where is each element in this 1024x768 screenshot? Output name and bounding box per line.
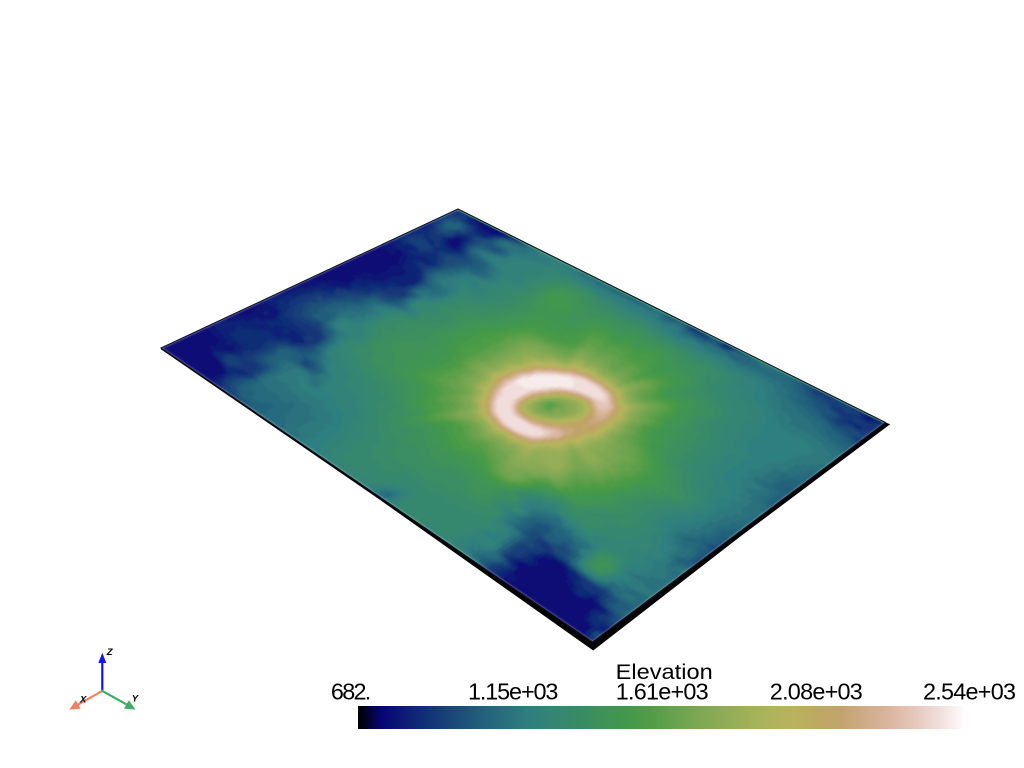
svg-text:682.: 682. bbox=[331, 679, 371, 705]
svg-text:Y: Y bbox=[132, 694, 140, 705]
svg-text:1.15e+03: 1.15e+03 bbox=[468, 679, 558, 705]
svg-text:1.61e+03: 1.61e+03 bbox=[616, 679, 709, 705]
svg-text:Elevation: Elevation bbox=[616, 661, 713, 684]
svg-text:X: X bbox=[79, 695, 87, 706]
svg-text:Z: Z bbox=[106, 647, 114, 658]
svg-text:2.54e+03: 2.54e+03 bbox=[923, 679, 1016, 705]
svg-text:2.08e+03: 2.08e+03 bbox=[770, 679, 863, 705]
